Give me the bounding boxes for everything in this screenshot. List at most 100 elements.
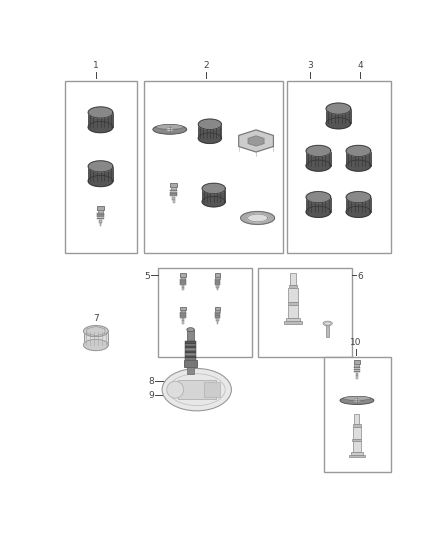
Bar bbox=[185, 358, 196, 360]
Bar bbox=[182, 288, 184, 290]
Bar bbox=[99, 223, 102, 225]
Bar bbox=[215, 277, 220, 279]
Bar bbox=[289, 305, 297, 318]
Ellipse shape bbox=[167, 381, 184, 398]
Polygon shape bbox=[306, 160, 331, 171]
Text: 4: 4 bbox=[357, 61, 363, 70]
Bar bbox=[180, 310, 185, 312]
Bar bbox=[215, 312, 220, 314]
Bar bbox=[215, 314, 220, 316]
Polygon shape bbox=[84, 340, 108, 351]
Polygon shape bbox=[326, 103, 351, 114]
Bar bbox=[349, 455, 365, 457]
Polygon shape bbox=[198, 133, 221, 143]
Polygon shape bbox=[240, 212, 275, 224]
Ellipse shape bbox=[325, 322, 331, 325]
Bar bbox=[180, 279, 186, 280]
Polygon shape bbox=[84, 326, 108, 337]
Bar bbox=[184, 360, 197, 367]
Bar bbox=[288, 302, 298, 305]
Bar bbox=[346, 198, 371, 212]
Bar bbox=[97, 217, 104, 219]
Bar bbox=[346, 152, 371, 166]
Polygon shape bbox=[88, 122, 113, 133]
Ellipse shape bbox=[187, 328, 194, 332]
Ellipse shape bbox=[323, 321, 332, 326]
Bar bbox=[177, 381, 216, 399]
Text: 3: 3 bbox=[307, 61, 313, 70]
Polygon shape bbox=[346, 146, 371, 157]
Bar bbox=[65, 81, 137, 253]
Bar bbox=[353, 426, 361, 439]
Bar bbox=[215, 273, 220, 277]
Polygon shape bbox=[202, 183, 225, 193]
Bar bbox=[170, 195, 177, 196]
Bar bbox=[97, 213, 104, 215]
Bar bbox=[185, 356, 196, 358]
Polygon shape bbox=[239, 130, 273, 152]
Bar bbox=[97, 206, 104, 211]
Bar bbox=[180, 281, 186, 282]
Polygon shape bbox=[88, 175, 113, 187]
Bar bbox=[145, 81, 283, 253]
Bar bbox=[351, 452, 363, 455]
Bar bbox=[217, 321, 219, 324]
Bar bbox=[289, 288, 297, 302]
Bar bbox=[180, 283, 186, 285]
Bar bbox=[185, 351, 196, 353]
Ellipse shape bbox=[162, 368, 231, 411]
Bar bbox=[185, 341, 196, 344]
Bar bbox=[354, 414, 360, 424]
Bar bbox=[353, 439, 361, 441]
Ellipse shape bbox=[353, 399, 361, 402]
Polygon shape bbox=[306, 192, 331, 203]
Polygon shape bbox=[306, 206, 331, 217]
Bar bbox=[324, 357, 391, 472]
Bar bbox=[182, 318, 184, 321]
Bar bbox=[215, 283, 220, 285]
Bar bbox=[170, 192, 177, 194]
Ellipse shape bbox=[340, 397, 374, 405]
Text: 7: 7 bbox=[93, 314, 99, 324]
Bar bbox=[205, 382, 220, 398]
Ellipse shape bbox=[343, 397, 371, 400]
Bar bbox=[187, 329, 194, 341]
Bar bbox=[173, 200, 175, 203]
Polygon shape bbox=[198, 119, 221, 130]
Bar bbox=[182, 285, 184, 288]
Bar bbox=[356, 373, 358, 376]
Bar bbox=[258, 268, 352, 357]
Polygon shape bbox=[202, 197, 225, 207]
Text: 6: 6 bbox=[358, 272, 364, 281]
Bar bbox=[170, 183, 177, 187]
Polygon shape bbox=[88, 107, 113, 118]
Bar bbox=[97, 215, 104, 217]
Bar bbox=[284, 321, 302, 324]
Bar bbox=[158, 268, 252, 357]
Bar bbox=[215, 279, 220, 280]
Bar bbox=[180, 314, 186, 316]
Text: 1: 1 bbox=[93, 61, 99, 70]
Bar bbox=[88, 167, 113, 181]
Text: 9: 9 bbox=[148, 391, 155, 400]
Bar bbox=[354, 371, 360, 373]
Bar bbox=[180, 277, 185, 279]
Bar bbox=[171, 187, 176, 190]
Bar bbox=[170, 190, 177, 191]
Polygon shape bbox=[346, 206, 371, 217]
Text: 10: 10 bbox=[350, 338, 362, 348]
Bar bbox=[286, 318, 300, 321]
Polygon shape bbox=[326, 118, 351, 129]
Bar bbox=[290, 273, 296, 285]
Bar bbox=[202, 189, 225, 201]
Bar bbox=[185, 346, 196, 349]
Ellipse shape bbox=[153, 125, 187, 134]
Polygon shape bbox=[306, 146, 331, 157]
Bar bbox=[356, 376, 358, 378]
Bar bbox=[215, 310, 220, 312]
Bar bbox=[198, 125, 221, 138]
Bar bbox=[180, 312, 186, 314]
Bar bbox=[353, 424, 360, 426]
Bar bbox=[180, 273, 186, 277]
Bar bbox=[88, 113, 113, 127]
